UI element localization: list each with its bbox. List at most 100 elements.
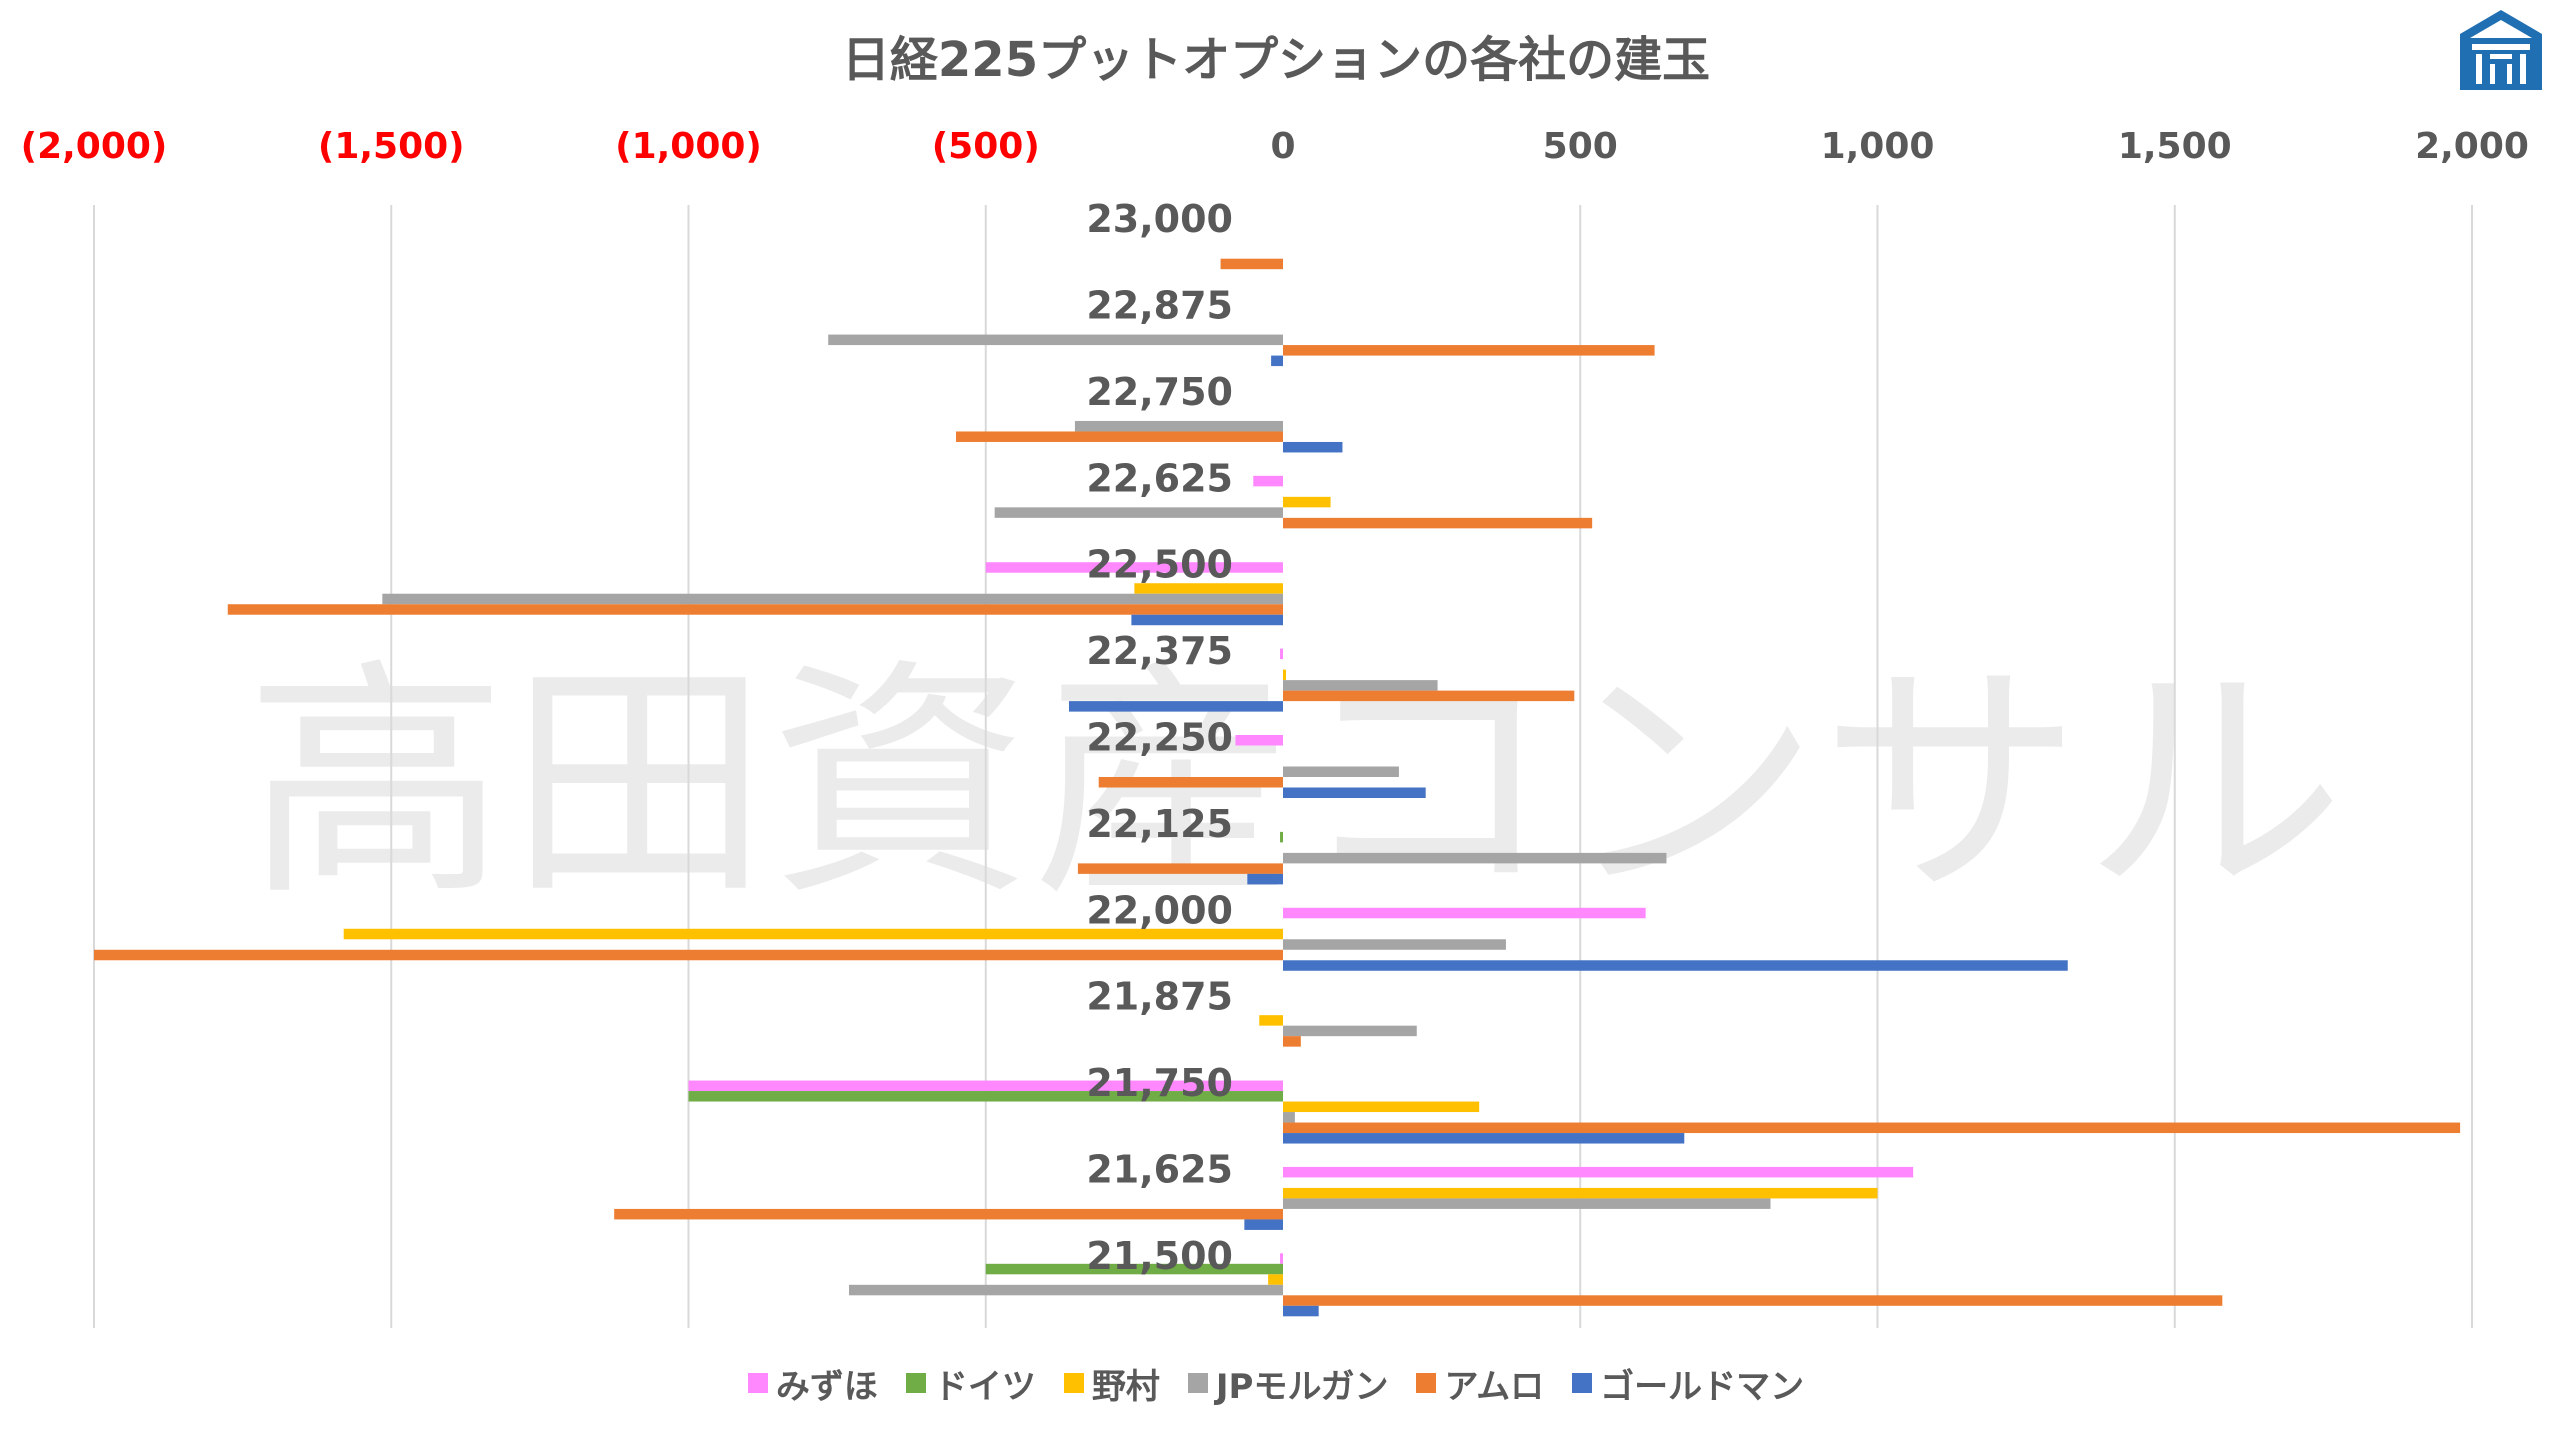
bar-野村-22,375 xyxy=(1283,669,1286,681)
bar-JPモルガン-21,500 xyxy=(849,1284,1283,1296)
bar-アムロ-22,875 xyxy=(1283,345,1655,356)
bar-アムロ-22,750 xyxy=(956,431,1283,442)
gridlines xyxy=(93,205,2473,1328)
category-label: 22,250 xyxy=(1086,716,1233,760)
bar-アムロ-22,625 xyxy=(1283,517,1593,529)
bar-JPモルガン-22,500 xyxy=(382,593,1283,605)
bar-みずほ-22,375 xyxy=(1280,648,1283,660)
bar-JPモルガン-22,375 xyxy=(1283,680,1438,691)
category-label: 22,875 xyxy=(1086,284,1233,328)
bar-アムロ-22,125 xyxy=(1077,863,1283,874)
legend-item: ゴールドマン xyxy=(1572,1359,1804,1408)
bar-アムロ-22,500 xyxy=(227,604,1284,615)
legend-swatch xyxy=(747,1373,768,1393)
chart-title: 日経225プットオプションの各社の建玉 xyxy=(842,32,1710,88)
bar-ゴールドマン-22,500 xyxy=(1131,614,1283,626)
bar-アムロ-21,750 xyxy=(1283,1122,2461,1134)
bar-ゴールドマン-22,875 xyxy=(1271,355,1283,367)
castle-gate-icon xyxy=(2460,10,2542,90)
legend-item: ドイツ xyxy=(905,1359,1036,1408)
bar-みずほ-22,250 xyxy=(1235,735,1283,746)
bar-みずほ-21,625 xyxy=(1283,1166,1914,1178)
bar-ゴールドマン-21,500 xyxy=(1283,1305,1319,1317)
bar-野村-22,625 xyxy=(1283,496,1331,508)
category-label: 22,750 xyxy=(1086,370,1233,414)
category-label: 22,500 xyxy=(1086,543,1233,587)
bar-ゴールドマン-22,375 xyxy=(1068,701,1283,712)
bar-ゴールドマン-21,750 xyxy=(1283,1133,1685,1144)
bar-JPモルガン-22,750 xyxy=(1074,420,1283,432)
x-tick-labels: (2,000) (1,500) (1,000) (500) 0 500 1,000 1,500… xyxy=(21,126,2529,167)
bar-ゴールドマン-22,000 xyxy=(1283,960,2068,971)
bar-JPモルガン-21,625 xyxy=(1283,1198,1771,1209)
bar-野村-21,500 xyxy=(1268,1274,1283,1285)
bar-ドイツ-21,750 xyxy=(688,1091,1283,1102)
legend-swatch xyxy=(1416,1373,1437,1393)
x-tick-label: (2,000) xyxy=(21,126,168,167)
legend-swatch xyxy=(1572,1373,1593,1393)
chart: 高田資産コンサル 23,00022,87522,75022,62522,5002… xyxy=(21,32,2529,1328)
bar-ゴールドマン-21,625 xyxy=(1244,1219,1283,1230)
category-label: 22,125 xyxy=(1086,802,1233,846)
bar-アムロ-21,500 xyxy=(1283,1295,2223,1306)
legend-label: JPモルガン xyxy=(1215,1366,1389,1407)
category-label: 22,375 xyxy=(1086,629,1233,673)
bar-野村-21,875 xyxy=(1259,1015,1283,1026)
bar-JPモルガン-21,750 xyxy=(1283,1112,1295,1123)
legend-item: みずほ xyxy=(747,1359,878,1408)
legend-item: アムロ xyxy=(1416,1359,1544,1408)
bar-アムロ-22,375 xyxy=(1283,690,1575,702)
legend-item: JPモルガン xyxy=(1187,1359,1389,1408)
bar-みずほ-21,750 xyxy=(688,1080,1283,1092)
bar-アムロ-22,000 xyxy=(94,949,1283,961)
legend-label: アムロ xyxy=(1444,1366,1545,1407)
bar-アムロ-21,625 xyxy=(614,1208,1283,1220)
bar-みずほ-22,625 xyxy=(1253,475,1283,487)
bar-ゴールドマン-22,750 xyxy=(1283,441,1343,453)
category-label: 21,500 xyxy=(1086,1234,1233,1278)
bar-JPモルガン-22,125 xyxy=(1283,852,1667,864)
category-label: 21,750 xyxy=(1086,1061,1233,1105)
bar-JPモルガン-22,000 xyxy=(1283,939,1506,950)
x-tick-label: (1,000) xyxy=(615,126,762,167)
category-label: 21,625 xyxy=(1086,1147,1233,1191)
x-tick-label: 2,000 xyxy=(2415,126,2529,167)
legend: みずほ ドイツ 野村 JPモルガン アムロ ゴールドマン xyxy=(0,1358,2552,1408)
category-label: 22,625 xyxy=(1086,456,1233,500)
legend-item: 野村 xyxy=(1063,1359,1160,1408)
bar-アムロ-21,875 xyxy=(1283,1036,1301,1047)
legend-swatch xyxy=(905,1373,926,1393)
x-tick-label: 1,000 xyxy=(1821,126,1935,167)
bar-JPモルガン-21,875 xyxy=(1283,1025,1417,1037)
bar-みずほ-21,500 xyxy=(1280,1253,1283,1264)
category-labels: 23,000 22,875 22,750 22,625 22,500 22,375 22,2… xyxy=(1086,197,1233,1278)
x-tick-label: (1,500) xyxy=(318,126,465,167)
x-tick-label: 0 xyxy=(1270,126,1295,167)
legend-label: 野村 xyxy=(1091,1366,1160,1407)
bar-ドイツ-22,125 xyxy=(1280,831,1283,843)
bar-野村-21,625 xyxy=(1283,1187,1878,1199)
bar-ドイツ-21,500 xyxy=(985,1263,1283,1275)
x-tick-label: 500 xyxy=(1543,126,1618,167)
legend-swatch xyxy=(1063,1373,1084,1393)
category-label: 22,000 xyxy=(1086,888,1233,932)
bar-アムロ-22,250 xyxy=(1098,777,1283,788)
bar-ゴールドマン-22,250 xyxy=(1283,787,1426,798)
x-tick-label: (500) xyxy=(932,126,1040,167)
x-tick-label: 1,500 xyxy=(2118,126,2232,167)
bar-みずほ-22,000 xyxy=(1283,907,1646,919)
bar-野村-22,500 xyxy=(1134,583,1283,594)
legend-label: ドイツ xyxy=(933,1366,1036,1407)
bar-JPモルガン-22,875 xyxy=(828,334,1283,346)
bar-JPモルガン-22,250 xyxy=(1283,766,1399,777)
category-label: 23,000 xyxy=(1086,197,1233,241)
bar-JPモルガン-22,625 xyxy=(994,507,1283,518)
category-label: 21,875 xyxy=(1086,975,1233,1019)
legend-label: みずほ xyxy=(775,1366,878,1407)
legend-label: ゴールドマン xyxy=(1600,1366,1805,1407)
bars xyxy=(94,258,2461,1317)
legend-swatch xyxy=(1187,1373,1208,1393)
bar-アムロ-23,000 xyxy=(1220,258,1283,270)
bar-みずほ-22,500 xyxy=(985,562,1283,573)
bar-ゴールドマン-22,125 xyxy=(1247,873,1283,885)
